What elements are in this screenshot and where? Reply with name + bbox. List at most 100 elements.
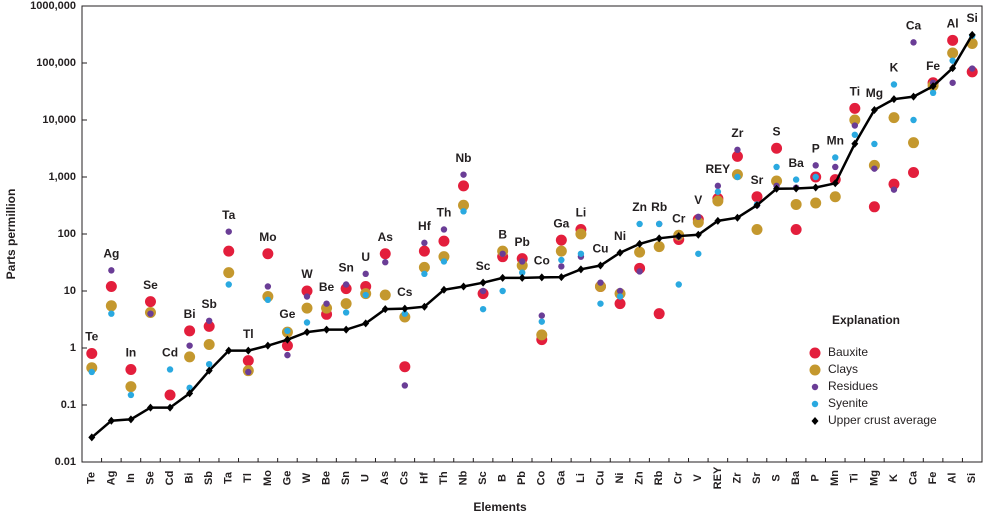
x-tick-label: Ge	[281, 471, 293, 486]
point	[303, 319, 311, 326]
y-tick-label: 10	[64, 285, 76, 297]
x-tick-label: P	[810, 474, 822, 481]
point	[460, 208, 467, 215]
point	[773, 163, 780, 171]
point	[281, 340, 293, 352]
point	[829, 191, 841, 203]
y-tick-label: 0.01	[55, 456, 76, 468]
point	[888, 112, 900, 124]
crust-marker	[929, 82, 937, 91]
legend-marker	[811, 400, 819, 408]
x-tick-label: Sc	[477, 471, 489, 484]
element-annotation: Sc	[476, 259, 491, 273]
point	[440, 258, 448, 265]
point	[868, 201, 880, 213]
x-tick-label: Fe	[927, 472, 939, 485]
point	[147, 310, 154, 317]
crust-marker	[655, 234, 663, 243]
legend-label: Clays	[828, 362, 858, 376]
point	[264, 296, 272, 304]
point	[164, 389, 176, 401]
crust-marker	[792, 184, 800, 193]
element-annotation: U	[361, 250, 370, 264]
point	[597, 279, 604, 286]
point	[321, 302, 333, 314]
x-tick-label: V	[692, 474, 704, 482]
element-annotation: Rb	[651, 200, 667, 214]
point	[751, 191, 763, 203]
point	[771, 142, 783, 154]
y-tick-label: 0.1	[61, 399, 76, 411]
crust-marker	[733, 213, 741, 222]
y-axis-label: Parts permillion	[4, 189, 18, 280]
point	[105, 300, 117, 312]
crust-marker	[949, 64, 957, 73]
x-tick-label: Co	[536, 470, 548, 485]
element-annotation: Cd	[162, 346, 178, 360]
crust-marker	[831, 179, 839, 188]
x-tick-label: Ag	[105, 471, 117, 486]
point	[890, 81, 898, 88]
element-annotation: B	[498, 227, 507, 241]
point	[362, 270, 369, 278]
crust-marker	[557, 273, 565, 282]
crust-marker	[890, 95, 898, 104]
point	[301, 285, 313, 297]
point	[438, 235, 450, 247]
element-annotation: Hf	[418, 219, 432, 233]
element-annotation: Cs	[397, 285, 413, 299]
crust-marker	[401, 304, 409, 313]
point	[418, 245, 430, 257]
crust-marker	[362, 319, 370, 328]
point	[401, 382, 409, 389]
element-annotation: Ta	[222, 208, 235, 222]
point	[888, 178, 900, 190]
crust-marker	[166, 403, 174, 412]
x-tick-label: Sr	[751, 471, 763, 483]
element-annotation: V	[694, 193, 702, 207]
x-tick-label: Th	[438, 471, 450, 485]
x-tick-label: As	[379, 471, 391, 485]
x-tick-label: Bi	[184, 473, 196, 484]
element-annotation: Tl	[243, 327, 254, 341]
point	[577, 250, 585, 257]
point	[812, 162, 819, 169]
x-tick-label: Mo	[262, 470, 274, 486]
element-annotation: Sn	[338, 261, 353, 275]
x-tick-label: Ca	[907, 470, 919, 485]
point	[538, 312, 545, 319]
x-tick-label: Rb	[653, 470, 665, 485]
point	[947, 34, 959, 46]
crust-marker	[538, 273, 546, 282]
legend-marker	[811, 417, 819, 425]
x-tick-label: Tl	[242, 473, 254, 483]
x-tick-label: S	[770, 474, 782, 481]
x-tick-label: Se	[144, 471, 156, 484]
point	[832, 163, 839, 171]
crust-marker	[616, 248, 624, 257]
point	[223, 267, 235, 279]
crust-marker	[714, 216, 722, 225]
x-tick-label: Si	[966, 473, 978, 483]
point	[616, 287, 624, 295]
point	[379, 248, 391, 260]
point	[910, 116, 917, 124]
legend-title: Explanation	[832, 313, 900, 327]
point	[614, 298, 626, 310]
point	[908, 137, 920, 149]
point	[479, 305, 487, 313]
point	[440, 226, 448, 233]
point	[751, 223, 763, 235]
point	[460, 171, 467, 178]
point	[301, 302, 313, 314]
y-tick-label: 100	[58, 228, 76, 240]
element-annotation: Mo	[259, 230, 276, 244]
element-annotation: Nb	[456, 151, 472, 165]
point	[108, 267, 115, 274]
x-tick-label: REY	[712, 466, 724, 489]
point	[790, 198, 802, 210]
x-tick-label: Cd	[164, 471, 176, 486]
legend-label: Upper crust average	[828, 413, 937, 427]
point	[871, 165, 878, 172]
point	[616, 293, 624, 300]
